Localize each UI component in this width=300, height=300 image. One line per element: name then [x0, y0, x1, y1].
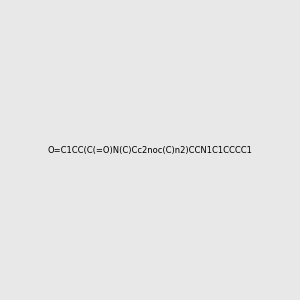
Text: O=C1CC(C(=O)N(C)Cc2noc(C)n2)CCN1C1CCCC1: O=C1CC(C(=O)N(C)Cc2noc(C)n2)CCN1C1CCCC1	[48, 146, 252, 154]
